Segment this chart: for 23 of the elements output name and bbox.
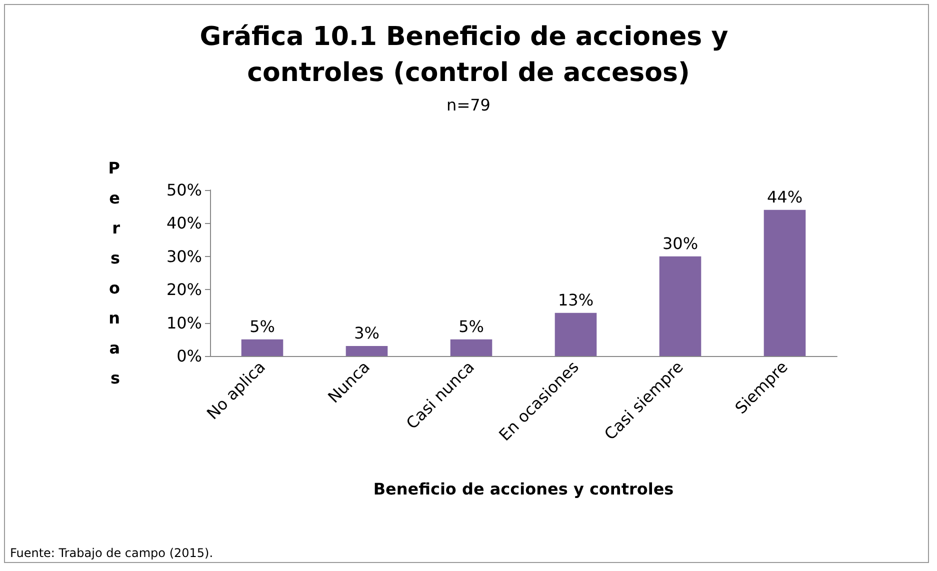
y-axis-title: Personas	[108, 158, 120, 388]
bar	[346, 346, 388, 356]
y-tick-label: 30%	[166, 246, 202, 266]
chart-title: Gráfica 10.1 Beneficio de acciones y controles (control de accesos)	[200, 22, 738, 88]
bar	[764, 210, 806, 356]
data-label: 5%	[458, 316, 484, 336]
bar	[554, 312, 597, 356]
bar	[241, 339, 284, 356]
bar	[450, 339, 492, 356]
source-note: Fuente: Trabajo de campo (2015).	[10, 546, 214, 560]
y-tick-label: 10%	[166, 313, 202, 332]
data-label: 3%	[354, 324, 380, 343]
data-label: 5%	[250, 316, 275, 336]
y-tick-label: 0%	[176, 346, 202, 366]
data-label: 30%	[662, 234, 698, 253]
y-tick-label: 50%	[166, 180, 202, 200]
data-label: 44%	[766, 187, 803, 206]
chart-subtitle: n=79	[446, 96, 490, 114]
data-label: 13%	[558, 290, 594, 310]
y-tick-label: 20%	[166, 280, 202, 300]
x-axis-title: Beneficio de acciones y controles	[373, 480, 674, 498]
y-tick-label: 40%	[166, 214, 202, 233]
bar	[659, 256, 702, 356]
